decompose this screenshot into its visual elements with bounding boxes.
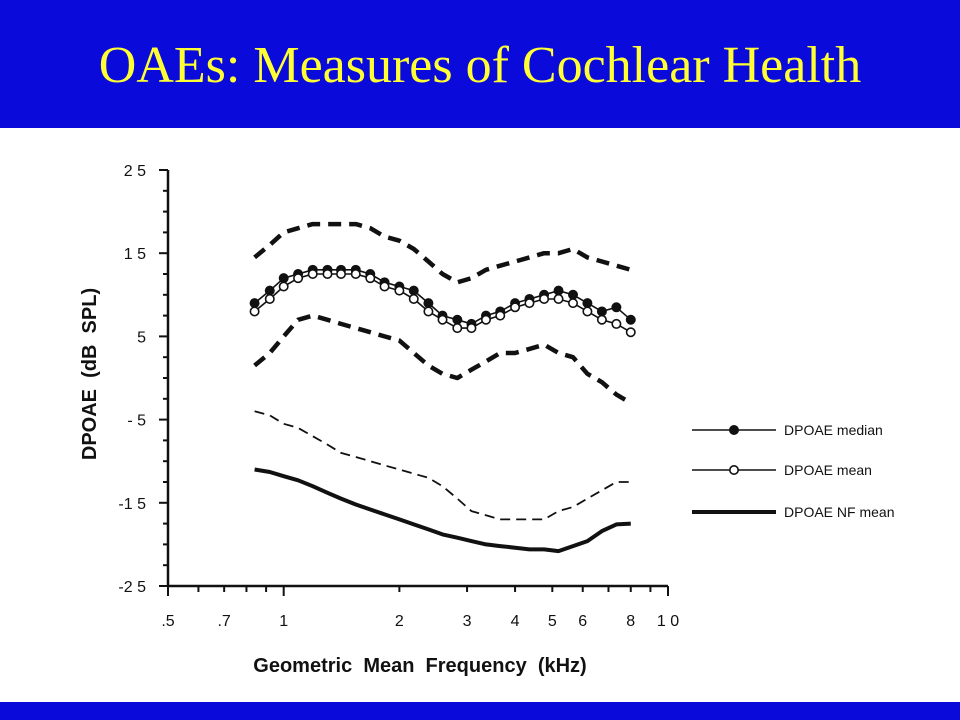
footer-bar [0, 702, 960, 720]
legend-label: DPOAE mean [784, 462, 872, 478]
series-1-point [539, 293, 550, 304]
series-0-point [423, 298, 434, 309]
series-1-point [437, 314, 448, 325]
dpoae-chart: 2 5 1 5 5 - 5 -1 5 -2 5 .5 .7 1 2 3 4 5 6 8 1 0 DPOAE m… [79, 163, 894, 677]
series-1-point [278, 281, 289, 292]
series-0-point [625, 314, 636, 325]
series-line-3 [253, 313, 632, 405]
x-tick-label: 6 [578, 613, 587, 630]
series-1-point [264, 293, 275, 304]
series-0-point [582, 298, 593, 309]
series-1-point [293, 273, 304, 284]
series-1-point [553, 293, 564, 304]
y-tick-label: 2 5 [124, 163, 146, 180]
series-0-point [452, 314, 463, 325]
title-bar: OAEs: Measures of Cochlear Health [0, 0, 960, 128]
series-1-point [466, 323, 477, 334]
series-1-point [495, 310, 506, 321]
series-1-point [568, 298, 579, 309]
legend-marker [728, 464, 739, 475]
x-tick-label: 5 [548, 613, 557, 630]
series-1-point [379, 281, 390, 292]
legend-marker [728, 424, 739, 435]
series-1-point [480, 314, 491, 325]
y-tick-label: - 5 [127, 413, 146, 430]
series-1-point [249, 306, 260, 317]
series-1-point [510, 302, 521, 313]
series-0-point [611, 302, 622, 313]
series-0-point [596, 306, 607, 317]
legend-label: DPOAE median [784, 422, 883, 438]
y-axis-label: DPOAE (dB SPL) [79, 288, 101, 460]
y-tick-label: -1 5 [118, 496, 146, 513]
x-tick-label: 3 [463, 613, 472, 630]
series-1-point [408, 293, 419, 304]
series-1-point [452, 323, 463, 334]
legend-label: DPOAE NF mean [784, 504, 894, 520]
x-tick-label: 2 [395, 613, 404, 630]
series-1-point [611, 318, 622, 329]
series-1-point [596, 314, 607, 325]
series-0-point [408, 285, 419, 296]
series-1-point [394, 285, 405, 296]
series-0-point [278, 273, 289, 284]
slide-title: OAEs: Measures of Cochlear Health [98, 37, 862, 94]
series-line-4 [254, 410, 631, 521]
x-axis-label: Geometric Mean Frequency (kHz) [253, 655, 586, 677]
series-1-point [307, 269, 318, 280]
series-1-point [365, 273, 376, 284]
plot-series [249, 221, 636, 554]
tick-labels: 2 5 1 5 5 - 5 -1 5 -2 5 .5 .7 1 2 3 4 5 6 8 1 0 [118, 163, 679, 630]
series-1-point [524, 298, 535, 309]
plot-axes [159, 169, 669, 596]
x-tick-label: 8 [626, 613, 635, 630]
x-tick-label: .7 [217, 613, 230, 630]
series-1-point [625, 327, 636, 338]
series-line-5 [254, 467, 631, 554]
series-1-point [322, 269, 333, 280]
series-0-point [264, 285, 275, 296]
x-tick-label: .5 [161, 613, 174, 630]
x-tick-label: 4 [511, 613, 520, 630]
series-0-point [249, 298, 260, 309]
legend: DPOAE median DPOAE mean DPOAE NF mean [692, 422, 894, 520]
x-tick-label: 1 [279, 613, 288, 630]
series-1-point [350, 269, 361, 280]
series-line-2 [253, 221, 632, 285]
y-tick-label: 1 5 [124, 246, 146, 263]
series-1-point [582, 306, 593, 317]
series-1-point [336, 269, 347, 280]
series-0-point [568, 289, 579, 300]
series-0-point [553, 285, 564, 296]
x-tick-label: 1 0 [657, 613, 679, 630]
series-1-point [423, 306, 434, 317]
y-tick-label: -2 5 [118, 579, 146, 596]
y-tick-label: 5 [137, 329, 146, 346]
